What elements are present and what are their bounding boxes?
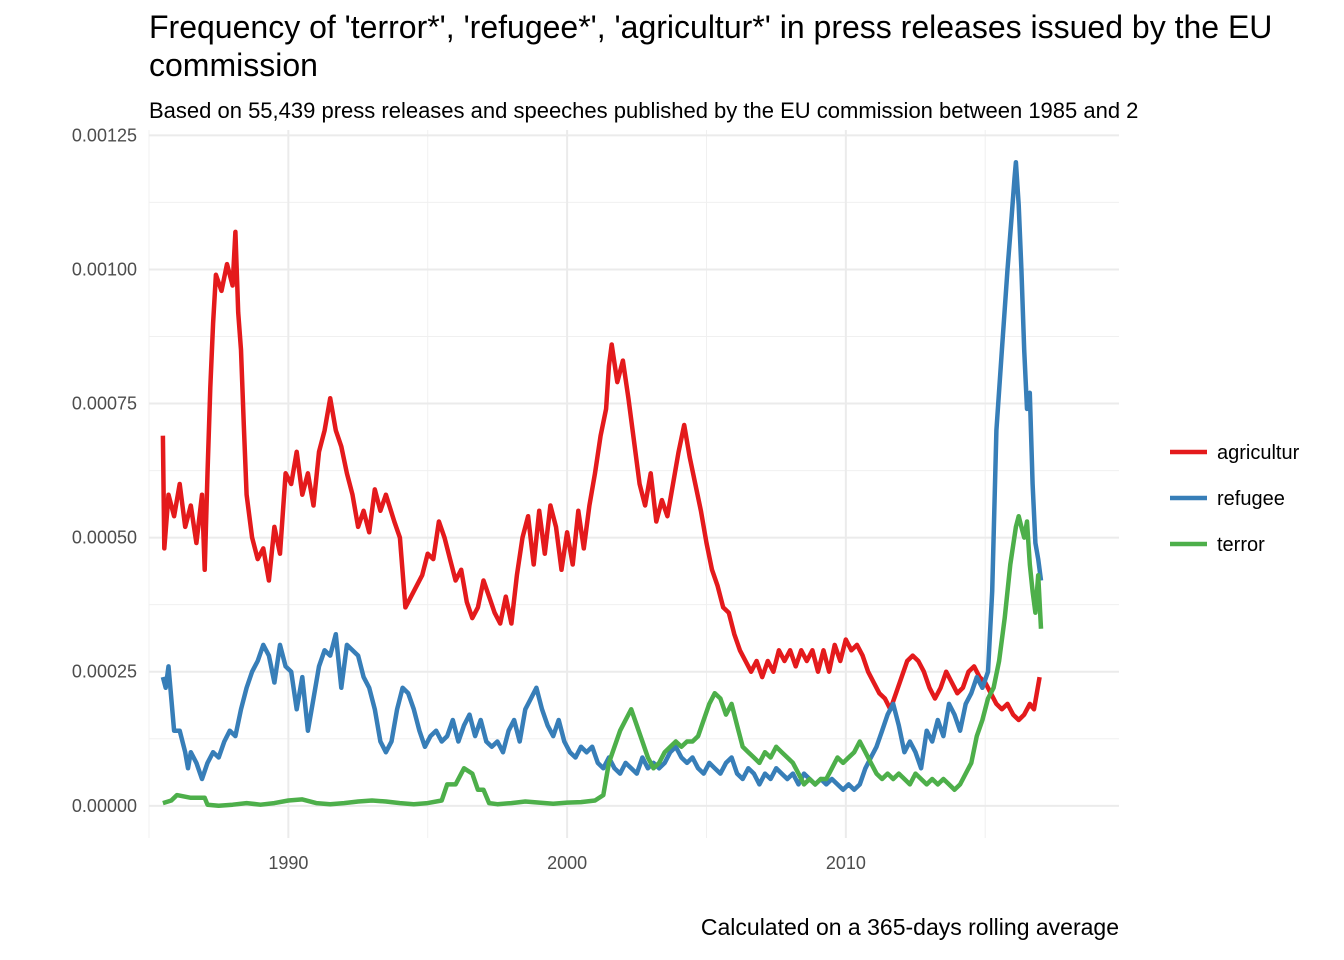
chart-subtitle: Based on 55,439 press releases and speec… bbox=[149, 98, 1139, 123]
y-tick-label: 0.00100 bbox=[72, 259, 137, 279]
x-axis-ticks: 1990 2000 2010 bbox=[268, 853, 866, 873]
y-tick-label: 0.00125 bbox=[72, 125, 137, 145]
x-tick-label: 1990 bbox=[268, 853, 308, 873]
legend-label-refugee: refugee bbox=[1217, 488, 1285, 510]
y-tick-label: 0.00000 bbox=[72, 796, 137, 816]
y-tick-label: 0.00075 bbox=[72, 394, 137, 414]
series-line-agricultur bbox=[160, 229, 1042, 723]
gridlines bbox=[148, 130, 1119, 838]
series-line-refugee bbox=[160, 159, 1044, 792]
chart-caption: Calculated on a 365-days rolling average bbox=[700, 914, 1119, 940]
y-tick-label: 0.00050 bbox=[72, 528, 137, 548]
chart-title: Frequency of 'terror*', 'refugee*', 'agr… bbox=[149, 9, 1273, 83]
legend-label-agricultur: agricultur bbox=[1217, 442, 1300, 464]
series-lines bbox=[160, 159, 1044, 809]
y-tick-label: 0.00025 bbox=[72, 662, 137, 682]
x-tick-label: 2000 bbox=[547, 853, 587, 873]
legend: agricultur refugee terror bbox=[1170, 442, 1300, 556]
series-line-terror bbox=[162, 513, 1044, 809]
legend-label-terror: terror bbox=[1217, 534, 1265, 556]
y-axis-ticks: 0.00000 0.00025 0.00050 0.00075 0.00100 0.001… bbox=[72, 125, 137, 815]
x-tick-label: 2010 bbox=[826, 853, 866, 873]
